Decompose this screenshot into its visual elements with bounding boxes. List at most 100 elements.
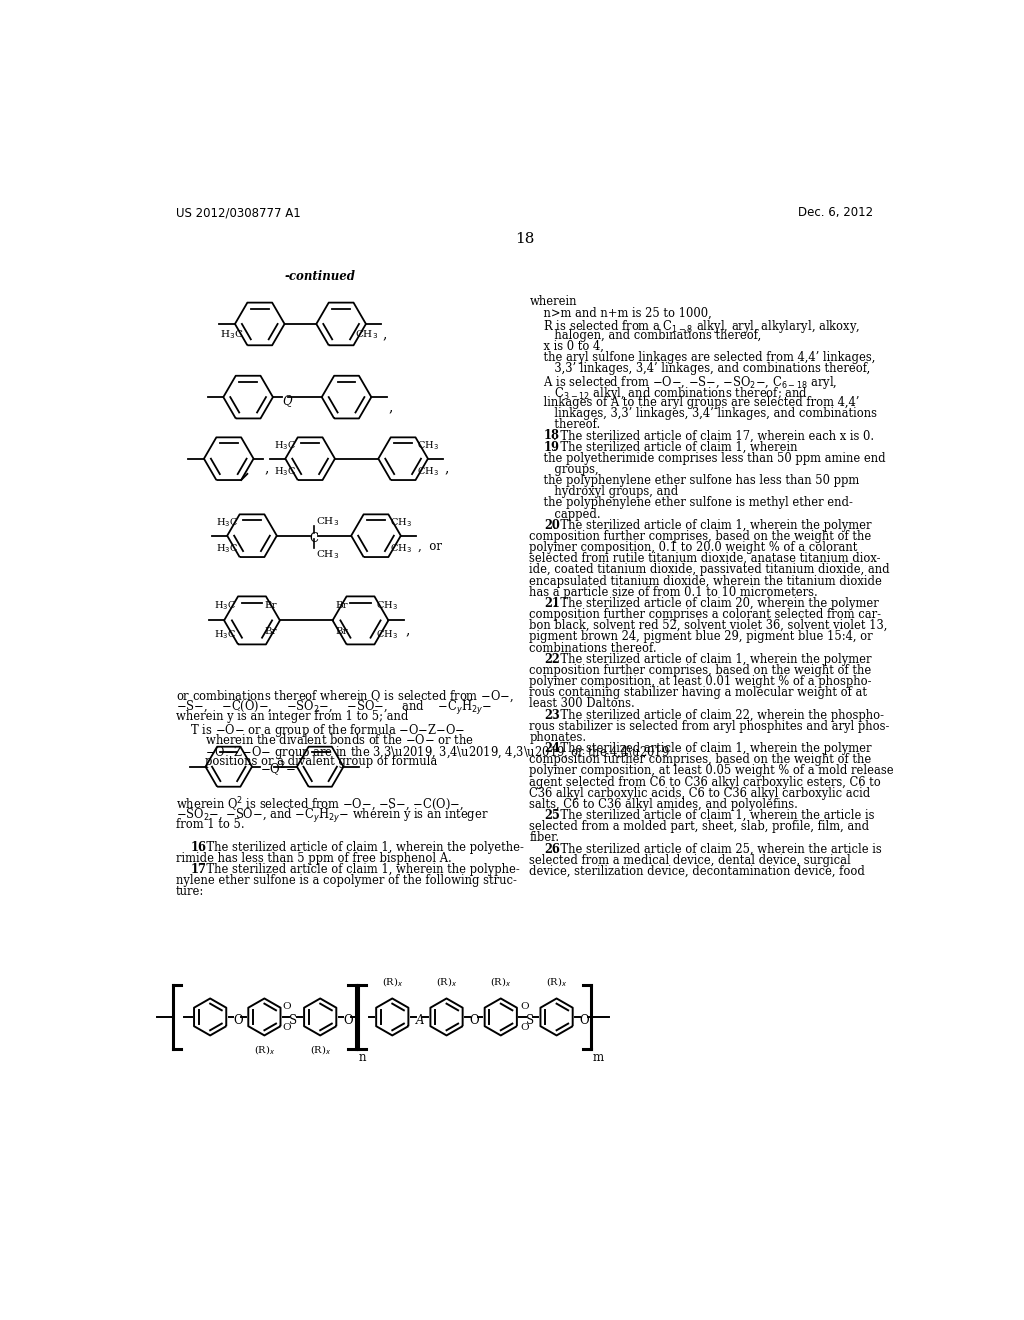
- Text: halogen, and combinations thereof,: halogen, and combinations thereof,: [529, 329, 762, 342]
- Text: O: O: [580, 1014, 590, 1027]
- Text: from 1 to 5.: from 1 to 5.: [176, 818, 245, 832]
- Text: least 300 Daltons.: least 300 Daltons.: [529, 697, 635, 710]
- Text: combinations thereof.: combinations thereof.: [529, 642, 657, 655]
- Text: . The sterilized article of claim 1, wherein: . The sterilized article of claim 1, whe…: [553, 441, 797, 454]
- Text: selected from rutile titanium dioxide, anatase titanium diox-: selected from rutile titanium dioxide, a…: [529, 552, 881, 565]
- Text: O: O: [283, 1023, 291, 1032]
- Text: A is selected from $-$O$-$, $-$S$-$, $-$SO$_2$$-$, C$_{6-18}$ aryl,: A is selected from $-$O$-$, $-$S$-$, $-$…: [529, 374, 838, 391]
- Text: (R)$_x$: (R)$_x$: [436, 975, 457, 989]
- Text: ,: ,: [383, 327, 387, 341]
- Text: linkages of A to the aryl groups are selected from 4,4’: linkages of A to the aryl groups are sel…: [529, 396, 860, 409]
- Text: polymer composition, at least 0.05 weight % of a mold release: polymer composition, at least 0.05 weigh…: [529, 764, 894, 777]
- Text: fiber.: fiber.: [529, 832, 559, 845]
- Text: m: m: [593, 1051, 604, 1064]
- Text: CH$_3$: CH$_3$: [316, 515, 340, 528]
- Text: A: A: [416, 1014, 424, 1027]
- Text: n: n: [358, 1051, 366, 1064]
- Text: O: O: [470, 1014, 479, 1027]
- Text: $-$SO$_2$$-$, $-$SO$-$, and $-$C$_y$H$_{2y}$$-$ wherein y is an integer: $-$SO$_2$$-$, $-$SO$-$, and $-$C$_y$H$_{…: [176, 807, 488, 825]
- Text: the polyphenylene ether sulfone has less than 50 ppm: the polyphenylene ether sulfone has less…: [529, 474, 860, 487]
- Text: (R)$_x$: (R)$_x$: [382, 975, 402, 989]
- Text: or combinations thereof wherein Q is selected from $-$O$-$,: or combinations thereof wherein Q is sel…: [176, 688, 514, 704]
- Text: . The sterilized article of claim 1, wherein the polymer: . The sterilized article of claim 1, whe…: [553, 519, 871, 532]
- Text: CH$_3$: CH$_3$: [390, 543, 412, 554]
- Text: . The sterilized article of claim 20, wherein the polymer: . The sterilized article of claim 20, wh…: [553, 597, 879, 610]
- Text: groups,: groups,: [529, 463, 599, 477]
- Text: has a particle size of from 0.1 to 10 micrometers.: has a particle size of from 0.1 to 10 mi…: [529, 586, 818, 599]
- Text: rous containing stabilizer having a molecular weight of at: rous containing stabilizer having a mole…: [529, 686, 867, 700]
- Text: S: S: [289, 1014, 297, 1027]
- Text: wherein: wherein: [529, 296, 577, 309]
- Text: $-$Q$^2$$-$: $-$Q$^2$$-$: [260, 760, 296, 779]
- Text: . The sterilized article of claim 1, wherein the polymer: . The sterilized article of claim 1, whe…: [553, 742, 871, 755]
- Text: T is $-$O$-$ or a group of the formula $-$O$-$Z$-$O$-$: T is $-$O$-$ or a group of the formula $…: [176, 722, 465, 739]
- Text: 18: 18: [544, 429, 560, 442]
- Text: the aryl sulfone linkages are selected from 4,4’ linkages,: the aryl sulfone linkages are selected f…: [529, 351, 876, 364]
- Text: (R)$_x$: (R)$_x$: [309, 1043, 331, 1057]
- Text: . The sterilized article of claim 1, wherein the polyethe-: . The sterilized article of claim 1, whe…: [199, 841, 524, 854]
- Text: (R)$_x$: (R)$_x$: [254, 1043, 275, 1057]
- Text: (R)$_x$: (R)$_x$: [490, 975, 511, 989]
- Text: C$_{3-12}$ alkyl, and combinations thereof; and: C$_{3-12}$ alkyl, and combinations there…: [529, 385, 809, 401]
- Text: $-$S$-$,    $-$C(O)$-$,    $-$SO$_2$$-$,    $-$SO$-$,    and    $-$C$_y$H$_{2y}$: $-$S$-$, $-$C(O)$-$, $-$SO$_2$$-$, $-$SO…: [176, 700, 493, 717]
- Text: salts, C6 to C36 alkyl amides, and polyolefins.: salts, C6 to C36 alkyl amides, and polyo…: [529, 797, 799, 810]
- Text: H$_3$C: H$_3$C: [216, 516, 238, 529]
- Text: Br: Br: [264, 601, 276, 610]
- Text: ,: ,: [406, 623, 410, 638]
- Text: S: S: [525, 1014, 534, 1027]
- Text: ,  or: , or: [418, 540, 441, 553]
- Text: the polyphenylene ether sulfone is methyl ether end-: the polyphenylene ether sulfone is methy…: [529, 496, 853, 510]
- Text: H$_3$C: H$_3$C: [220, 329, 244, 342]
- Text: ,: ,: [264, 462, 268, 475]
- Text: -continued: -continued: [285, 271, 355, 282]
- Text: agent selected from C6 to C36 alkyl carboxylic esters, C6 to: agent selected from C6 to C36 alkyl carb…: [529, 776, 882, 788]
- Text: 16: 16: [190, 841, 207, 854]
- Text: C36 alkyl carboxylic acids, C6 to C36 alkyl carboxylic acid: C36 alkyl carboxylic acids, C6 to C36 al…: [529, 787, 870, 800]
- Text: 26: 26: [544, 842, 560, 855]
- Text: . The sterilized article of claim 17, wherein each x is 0.: . The sterilized article of claim 17, wh…: [553, 429, 873, 442]
- Text: ,: ,: [388, 400, 393, 414]
- Text: H$_3$C: H$_3$C: [274, 440, 296, 451]
- Text: rous stabilizer is selected from aryl phosphites and aryl phos-: rous stabilizer is selected from aryl ph…: [529, 719, 890, 733]
- Text: polymer composition, 0.1 to 20.0 weight % of a colorant: polymer composition, 0.1 to 20.0 weight …: [529, 541, 858, 554]
- Text: x is 0 to 4,: x is 0 to 4,: [529, 341, 604, 354]
- Text: Br: Br: [264, 627, 276, 635]
- Text: 18: 18: [515, 231, 535, 246]
- Text: H$_3$C: H$_3$C: [214, 599, 237, 611]
- Text: hydroxyl groups, and: hydroxyl groups, and: [529, 486, 679, 498]
- Text: C: C: [309, 532, 318, 545]
- Text: O: O: [283, 1002, 291, 1011]
- Text: H$_3$C: H$_3$C: [216, 543, 238, 554]
- Text: . The sterilized article of claim 1, wherein the article is: . The sterilized article of claim 1, whe…: [553, 809, 874, 822]
- Text: capped.: capped.: [529, 508, 601, 520]
- Text: composition further comprises, based on the weight of the: composition further comprises, based on …: [529, 529, 871, 543]
- Text: the polyetherimide comprises less than 50 ppm amine end: the polyetherimide comprises less than 5…: [529, 451, 886, 465]
- Text: US 2012/0308777 A1: US 2012/0308777 A1: [176, 206, 301, 219]
- Text: CH$_3$: CH$_3$: [376, 599, 398, 611]
- Text: 3,3’ linkages, 3,4’ linkages, and combinations thereof,: 3,3’ linkages, 3,4’ linkages, and combin…: [529, 363, 870, 375]
- Text: . The sterilized article of claim 22, wherein the phospho-: . The sterilized article of claim 22, wh…: [553, 709, 884, 722]
- Text: encapsulated titanium dioxide, wherein the titanium dioxide: encapsulated titanium dioxide, wherein t…: [529, 574, 883, 587]
- Text: composition further comprises, based on the weight of the: composition further comprises, based on …: [529, 664, 871, 677]
- Text: ide, coated titanium dioxide, passivated titanium dioxide, and: ide, coated titanium dioxide, passivated…: [529, 564, 890, 577]
- Text: 21: 21: [544, 597, 560, 610]
- Text: wherein y is an integer from 1 to 5; and: wherein y is an integer from 1 to 5; and: [176, 710, 409, 723]
- Text: selected from a medical device, dental device, surgical: selected from a medical device, dental d…: [529, 854, 851, 867]
- Text: O: O: [233, 1014, 243, 1027]
- Text: CH$_3$: CH$_3$: [417, 465, 439, 478]
- Text: 19: 19: [544, 441, 560, 454]
- Text: . The sterilized article of claim 1, wherein the polyphe-: . The sterilized article of claim 1, whe…: [199, 863, 520, 876]
- Text: polymer composition, at least 0.01 weight % of a phospho-: polymer composition, at least 0.01 weigh…: [529, 675, 872, 688]
- Text: . The sterilized article of claim 1, wherein the polymer: . The sterilized article of claim 1, whe…: [553, 653, 871, 665]
- Text: 25: 25: [544, 809, 560, 822]
- Text: R is selected from a C$_{1-8}$ alkyl, aryl, alkylaryl, alkoxy,: R is selected from a C$_{1-8}$ alkyl, ar…: [529, 318, 861, 335]
- Text: $-$O$-$Z$-$O$-$ group are in the 3,3\u2019, 3,4\u2019, 4,3\u2019, or the 4,4\u20: $-$O$-$Z$-$O$-$ group are in the 3,3\u20…: [176, 744, 670, 762]
- Text: CH$_3$: CH$_3$: [390, 516, 412, 529]
- Text: CH$_3$: CH$_3$: [355, 329, 378, 342]
- Text: H$_3$C: H$_3$C: [214, 628, 237, 642]
- Text: O: O: [343, 1014, 353, 1027]
- Text: composition further comprises, based on the weight of the: composition further comprises, based on …: [529, 754, 871, 766]
- Text: pigment brown 24, pigment blue 29, pigment blue 15:4, or: pigment brown 24, pigment blue 29, pigme…: [529, 631, 873, 643]
- Text: (R)$_x$: (R)$_x$: [546, 975, 567, 989]
- Text: positions or a divalent group of formula: positions or a divalent group of formula: [176, 755, 437, 768]
